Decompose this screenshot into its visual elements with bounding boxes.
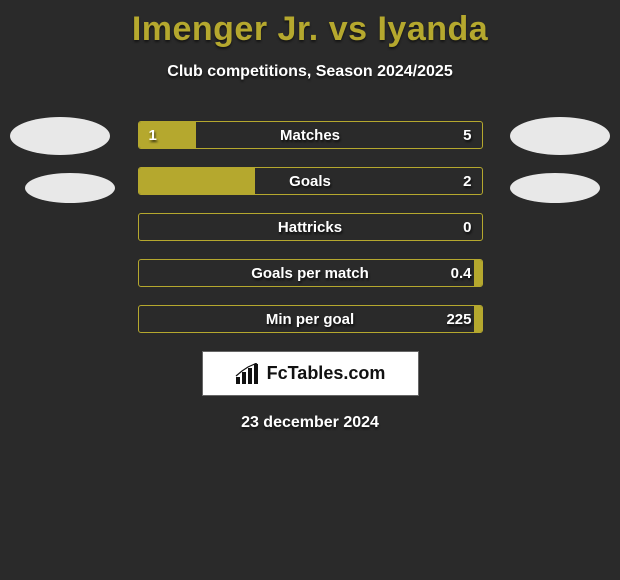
bar-row: Goals per match0.4 [138,259,483,287]
bar-row: 1Matches5 [138,121,483,149]
bar-rows-container: 1Matches5 Goals2 Hattricks0 Goals per match… [138,121,483,333]
bar-row: Hattricks0 [138,213,483,241]
title-player2: Iyanda [377,10,488,48]
bar-value-right: 225 [446,306,471,332]
date-text: 23 december 2024 [0,414,620,432]
avatar-left-2 [25,173,115,203]
page-title: Imenger Jr. vs Iyanda [0,0,620,49]
bar-row: Goals2 [138,167,483,195]
title-vs: vs [329,10,368,48]
bar-label: Hattricks [139,214,482,240]
avatar-right-1 [510,117,610,155]
comparison-chart: 1Matches5 Goals2 Hattricks0 Goals per match… [0,121,620,333]
brand-badge[interactable]: FcTables.com [202,351,419,396]
bar-row: Min per goal225 [138,305,483,333]
avatar-right-2 [510,173,600,203]
title-player1: Imenger Jr. [132,10,319,48]
bar-label: Goals [139,168,482,194]
bar-label: Goals per match [139,260,482,286]
bar-value-right: 0.4 [451,260,472,286]
bar-chart-icon [235,363,261,385]
bar-value-right: 2 [463,168,471,194]
avatar-left-1 [10,117,110,155]
subtitle: Club competitions, Season 2024/2025 [0,63,620,81]
bar-value-right: 5 [463,122,471,148]
brand-text: FcTables.com [267,363,386,384]
bar-value-right: 0 [463,214,471,240]
bar-label: Min per goal [139,306,482,332]
bar-label: Matches [139,122,482,148]
